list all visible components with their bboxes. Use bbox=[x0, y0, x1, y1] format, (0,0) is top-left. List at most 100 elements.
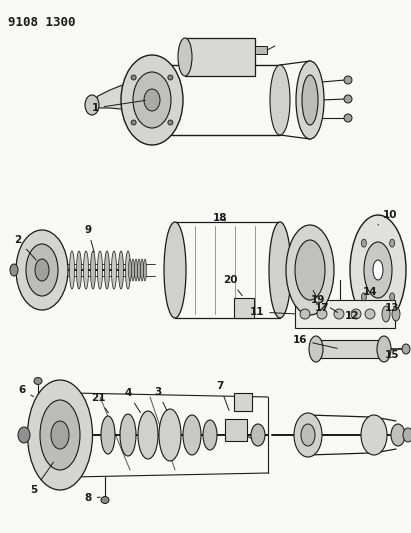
Ellipse shape bbox=[131, 120, 136, 125]
Ellipse shape bbox=[121, 55, 183, 145]
Ellipse shape bbox=[164, 222, 186, 318]
Ellipse shape bbox=[51, 421, 69, 449]
Bar bbox=[255, 46, 267, 54]
Text: 1: 1 bbox=[91, 100, 145, 113]
Ellipse shape bbox=[364, 242, 392, 298]
Ellipse shape bbox=[26, 244, 58, 296]
Ellipse shape bbox=[18, 427, 30, 443]
Polygon shape bbox=[92, 75, 148, 115]
Ellipse shape bbox=[131, 75, 136, 80]
Ellipse shape bbox=[111, 251, 116, 289]
Text: 16: 16 bbox=[293, 335, 337, 349]
Ellipse shape bbox=[183, 415, 201, 455]
Ellipse shape bbox=[373, 260, 383, 280]
Ellipse shape bbox=[361, 293, 366, 301]
Ellipse shape bbox=[344, 95, 352, 103]
Ellipse shape bbox=[391, 424, 405, 446]
Ellipse shape bbox=[365, 309, 375, 319]
Ellipse shape bbox=[309, 336, 323, 362]
Text: 10: 10 bbox=[378, 210, 397, 225]
Text: 3: 3 bbox=[155, 387, 167, 410]
Ellipse shape bbox=[286, 225, 334, 315]
Ellipse shape bbox=[377, 336, 391, 362]
Ellipse shape bbox=[295, 240, 325, 300]
Ellipse shape bbox=[302, 75, 318, 125]
Ellipse shape bbox=[35, 259, 49, 281]
Ellipse shape bbox=[133, 72, 171, 128]
Ellipse shape bbox=[317, 309, 327, 319]
Ellipse shape bbox=[350, 215, 406, 325]
Text: 7: 7 bbox=[216, 381, 229, 410]
Bar bbox=[185, 38, 255, 76]
Text: 21: 21 bbox=[91, 393, 109, 413]
Ellipse shape bbox=[141, 259, 143, 281]
Ellipse shape bbox=[138, 259, 141, 281]
Bar bbox=[234, 393, 252, 411]
Text: 18: 18 bbox=[213, 213, 227, 223]
Text: 13: 13 bbox=[385, 303, 399, 313]
Ellipse shape bbox=[16, 230, 68, 310]
Bar bbox=[295, 300, 395, 328]
Text: 9108 1300: 9108 1300 bbox=[8, 16, 76, 29]
Ellipse shape bbox=[10, 264, 18, 276]
Ellipse shape bbox=[178, 38, 192, 76]
Ellipse shape bbox=[134, 259, 138, 281]
Ellipse shape bbox=[143, 259, 146, 281]
Ellipse shape bbox=[168, 75, 173, 80]
Ellipse shape bbox=[28, 380, 92, 490]
Ellipse shape bbox=[97, 251, 102, 289]
Ellipse shape bbox=[270, 65, 290, 135]
Ellipse shape bbox=[125, 251, 131, 289]
Ellipse shape bbox=[361, 415, 387, 455]
Ellipse shape bbox=[118, 251, 123, 289]
Ellipse shape bbox=[90, 251, 95, 289]
Ellipse shape bbox=[132, 259, 134, 281]
Ellipse shape bbox=[251, 424, 265, 446]
Text: 5: 5 bbox=[30, 462, 53, 495]
Text: 17: 17 bbox=[313, 290, 329, 313]
Text: 4: 4 bbox=[124, 388, 141, 413]
Ellipse shape bbox=[69, 251, 74, 289]
Ellipse shape bbox=[76, 251, 81, 289]
Ellipse shape bbox=[203, 420, 217, 450]
Ellipse shape bbox=[120, 414, 136, 456]
Ellipse shape bbox=[129, 259, 132, 281]
Ellipse shape bbox=[300, 309, 310, 319]
Ellipse shape bbox=[269, 222, 291, 318]
Text: 12: 12 bbox=[345, 311, 359, 321]
Bar bbox=[234, 298, 254, 318]
Ellipse shape bbox=[34, 377, 42, 384]
Ellipse shape bbox=[83, 251, 88, 289]
Ellipse shape bbox=[344, 76, 352, 84]
Ellipse shape bbox=[138, 411, 158, 459]
Text: 8: 8 bbox=[84, 493, 100, 503]
Ellipse shape bbox=[101, 416, 115, 454]
Ellipse shape bbox=[144, 89, 160, 111]
Ellipse shape bbox=[390, 239, 395, 247]
Ellipse shape bbox=[296, 61, 324, 139]
Ellipse shape bbox=[159, 409, 181, 461]
Text: 19: 19 bbox=[311, 295, 338, 312]
Bar bbox=[316, 340, 384, 358]
Ellipse shape bbox=[168, 120, 173, 125]
Ellipse shape bbox=[344, 114, 352, 122]
Text: 6: 6 bbox=[18, 385, 34, 397]
Ellipse shape bbox=[334, 309, 344, 319]
Ellipse shape bbox=[403, 428, 411, 442]
Text: 15: 15 bbox=[385, 350, 399, 360]
Text: 11: 11 bbox=[250, 307, 295, 317]
Ellipse shape bbox=[301, 424, 315, 446]
Ellipse shape bbox=[390, 293, 395, 301]
Text: 9: 9 bbox=[84, 225, 94, 252]
Ellipse shape bbox=[361, 239, 366, 247]
Ellipse shape bbox=[402, 344, 410, 354]
Ellipse shape bbox=[101, 497, 109, 504]
Ellipse shape bbox=[382, 306, 390, 322]
Ellipse shape bbox=[85, 95, 99, 115]
Ellipse shape bbox=[294, 413, 322, 457]
Bar bbox=[225, 419, 247, 441]
Ellipse shape bbox=[392, 307, 400, 321]
Ellipse shape bbox=[351, 309, 361, 319]
Text: 20: 20 bbox=[223, 275, 242, 296]
Text: 2: 2 bbox=[14, 235, 36, 260]
